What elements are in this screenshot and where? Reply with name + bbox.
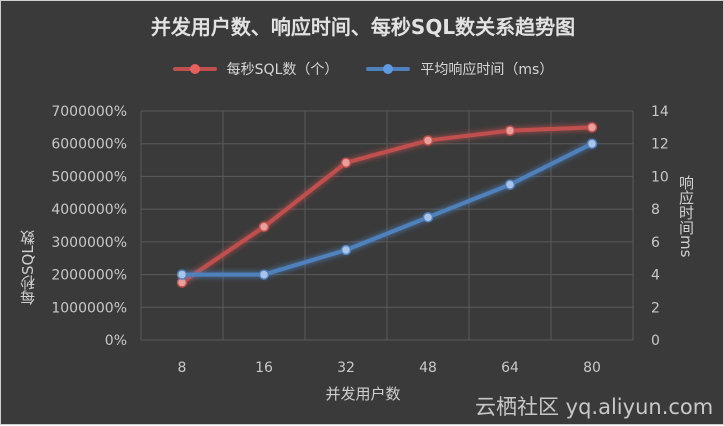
legend-swatch-response: [366, 67, 411, 71]
data-point-1: [258, 269, 270, 280]
y2-tick-label: 14: [651, 104, 669, 120]
y2-tick-label: 0: [651, 333, 660, 349]
y-tick-label: 5000000%: [51, 169, 127, 185]
data-point-1: [422, 212, 434, 223]
y2-tick-label: 2: [651, 300, 660, 316]
legend-item-sql: 每秒SQL数（个）: [172, 59, 339, 79]
data-point-0: [340, 157, 352, 168]
legend-label-sql: 每秒SQL数（个）: [226, 62, 339, 78]
x-tick-label: 8: [178, 360, 187, 376]
y2-tick-label: 10: [651, 169, 669, 185]
y2-tick-label: 4: [651, 268, 660, 284]
data-point-1: [176, 269, 188, 280]
y2-axis-title: 响应时间ms: [677, 174, 695, 258]
x-tick-label: 64: [501, 360, 519, 376]
x-axis-title: 并发用户数: [325, 385, 401, 403]
data-point-1: [340, 244, 352, 256]
x-tick-label: 48: [419, 360, 437, 376]
data-point-0: [586, 122, 598, 133]
chart-title: 并发用户数、响应时间、每秒SQL数关系趋势图: [150, 15, 576, 39]
y2-tick-label: 6: [651, 235, 660, 251]
legend: 每秒SQL数（个） 平均响应时间（ms）: [1, 59, 724, 79]
y2-tick-label: 8: [651, 202, 660, 218]
x-tick-label: 16: [255, 360, 273, 376]
series-line-1: [180, 141, 594, 277]
y-tick-label: 7000000%: [51, 104, 127, 120]
y-tick-label: 2000000%: [51, 268, 127, 284]
data-point-0: [422, 135, 434, 146]
legend-swatch-sql: [172, 67, 217, 71]
y-tick-label: 0%: [105, 333, 127, 349]
legend-item-response: 平均响应时间（ms）: [366, 59, 553, 79]
data-point-1: [504, 179, 516, 190]
legend-label-response: 平均响应时间（ms）: [420, 62, 554, 78]
y-tick-label: 3000000%: [51, 235, 127, 251]
watermark: 云栖社区 yq.aliyun.com: [475, 395, 714, 419]
data-point-1: [586, 138, 598, 149]
series-line-0: [180, 125, 594, 285]
y-tick-label: 4000000%: [51, 202, 127, 218]
x-tick-label: 32: [337, 360, 355, 376]
data-point-0: [504, 125, 516, 136]
data-point-0: [258, 221, 270, 233]
y2-tick-label: 12: [651, 137, 669, 153]
y-tick-label: 1000000%: [51, 300, 127, 316]
y-axis-title: 每秒SQL数: [19, 230, 37, 306]
x-tick-label: 80: [583, 360, 601, 376]
y-tick-label: 6000000%: [51, 137, 127, 153]
